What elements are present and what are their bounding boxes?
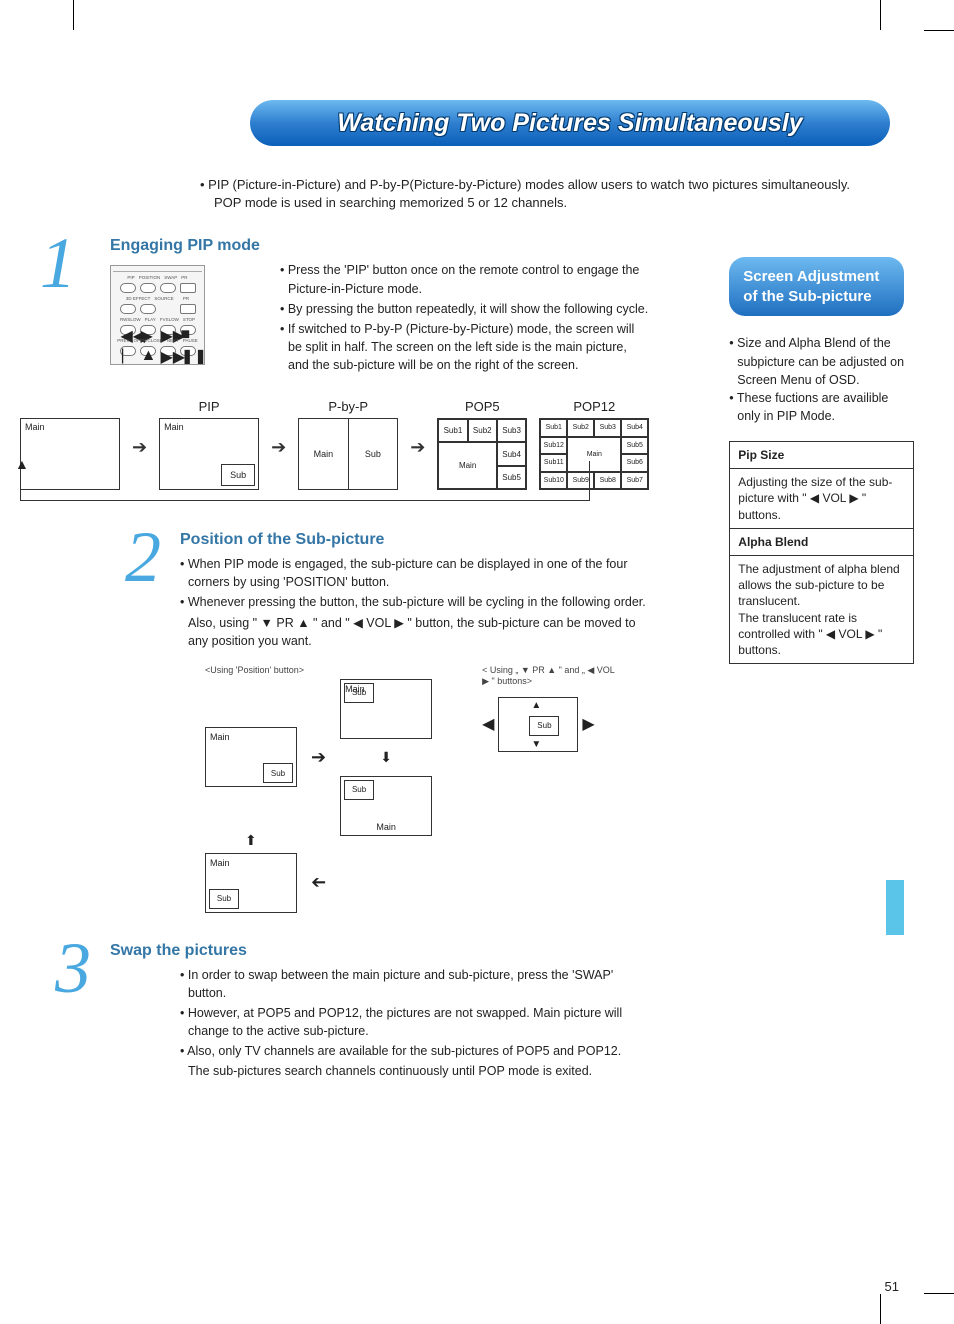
sidebar-heading-bar: Screen Adjustment of the Sub-picture [729,257,904,316]
diagram-caption: < Using „ ▼ PR ▲ " and „ ◀ VOL ▶ " butto… [482,665,622,687]
section-3: 3 Swap the pictures • In order to swap b… [50,942,649,1081]
sidebar-heading-line: of the Sub-picture [743,288,871,305]
crop-mark [924,1293,954,1294]
mode-box-noPIP: Main [20,418,120,490]
sidebar-bullets: • Size and Alpha Blend of the subpicture… [729,334,914,425]
section-1: 1 Engaging PIP mode PIPPOSITIONSWAPPR 3D… [50,237,649,501]
arrow-right-icon: ➔ [410,399,425,458]
arrow-right-icon: ➔ [132,399,147,458]
arrow-up-icon: ▲ [15,456,29,472]
bullet: • By pressing the button repeatedly, it … [280,300,649,318]
section-heading: Position of the Sub-picture [180,531,649,549]
section-number-3: 3 [55,947,91,990]
pos-box: Main Sub [205,853,297,913]
sidebar-heading-line: Screen Adjustment [743,268,879,285]
page-title-bar: Watching Two Pictures Simultaneously [250,100,890,146]
intro-text: • PIP (Picture-in-Picture) and P-by-P(Pi… [200,176,904,212]
mode-label [20,399,120,414]
crop-mark [924,30,954,31]
side-tab [886,880,904,935]
table-header: Alpha Blend [730,528,914,555]
sub-box: Sub [221,464,255,486]
adjustment-table: Pip Size Adjusting the size of the sub-p… [729,441,914,664]
bullet: The sub-pictures search channels continu… [180,1062,649,1080]
section-2: 2 Position of the Sub-picture • When PIP… [50,531,649,917]
bullet: • In order to swap between the main pict… [180,966,649,1002]
bullet: • Press the 'PIP' button once on the rem… [280,261,649,297]
remote-control-illustration: PIPPOSITIONSWAPPR 3D EFFECTSOURCE PR RWS… [110,265,205,365]
mode-box-pbyp: Main Sub [298,418,398,490]
section-heading: Engaging PIP mode [110,237,649,255]
mode-label: PIP [159,399,259,414]
arrow-down-icon: ⬇ [380,749,392,766]
arrow-left-icon: ➔ [311,872,326,893]
arrow-down-icon: ▼ [531,739,541,750]
mode-label: POP12 [539,399,649,414]
sidebar: Screen Adjustment of the Sub-picture • S… [729,237,914,664]
table-cell: The adjustment of alpha blend allows the… [730,555,914,663]
crop-mark [73,0,74,30]
bullet: • When PIP mode is engaged, the sub-pict… [180,555,649,591]
loop-line: ▲ [20,500,590,501]
mode-box-pop5: Sub1 Sub2 Sub3 Main Sub4 Sub5 [437,418,527,490]
arrow-right-icon: ▶ [582,714,594,734]
pos-box: Main Sub [340,679,432,739]
table-cell: Adjusting the size of the sub-picture wi… [730,469,914,529]
mode-box-pip: Main Sub [159,418,259,490]
mode-label: POP5 [437,399,527,414]
section-heading: Swap the pictures [110,942,649,960]
bullet: • If switched to P-by-P (Picture-by-Pict… [280,320,649,374]
intro-line: • PIP (Picture-in-Picture) and P-by-P(Pi… [200,176,904,194]
section1-bullets: • Press the 'PIP' button once on the rem… [280,261,649,374]
pos-box: Main Sub [205,727,297,787]
bullet: • However, at POP5 and POP12, the pictur… [180,1004,649,1040]
page-title: Watching Two Pictures Simultaneously [337,109,802,138]
intro-line: POP mode is used in searching memorized … [200,194,904,212]
arrow-left-icon: ◀ [482,714,494,734]
bullet: • These fuctions are availible only in P… [729,389,914,425]
position-diagram: <Using 'Position' button> Main Sub ➔ Mai… [205,665,649,917]
section-number-1: 1 [40,242,76,285]
arrow-right-icon: ➔ [271,399,286,458]
page-number: 51 [885,1279,899,1294]
crop-mark [880,0,881,30]
mode-box-pop12: Sub1Sub2Sub3Sub4 Sub12MainSub5 Sub11Sub6… [539,418,649,490]
bullet: • Also, only TV channels are available f… [180,1042,649,1060]
section2-bullets: • When PIP mode is engaged, the sub-pict… [180,555,649,650]
crop-mark [880,1294,881,1324]
mode-label: P-by-P [298,399,398,414]
mode-cycle-diagram: Main ➔ PIP Main Sub ➔ P-by-P [20,399,649,490]
pos-box: Sub Main [340,776,432,836]
bullet: Also, using " ▼ PR ▲ " and " ◀ VOL ▶ " b… [180,614,649,650]
page: Watching Two Pictures Simultaneously • P… [0,0,954,1324]
bullet: • Size and Alpha Blend of the subpicture… [729,334,914,388]
bullet: • Whenever pressing the button, the sub-… [180,593,649,611]
arrow-up-icon: ⬆ [205,832,257,849]
section3-bullets: • In order to swap between the main pict… [180,966,649,1081]
arrow-right-icon: ➔ [311,747,326,768]
table-header: Pip Size [730,442,914,469]
diagram-caption: <Using 'Position' button> [205,665,432,675]
section-number-2: 2 [125,536,161,579]
pos-box: Sub ▲ ▼ [498,697,578,752]
arrow-up-icon: ▲ [531,700,541,711]
